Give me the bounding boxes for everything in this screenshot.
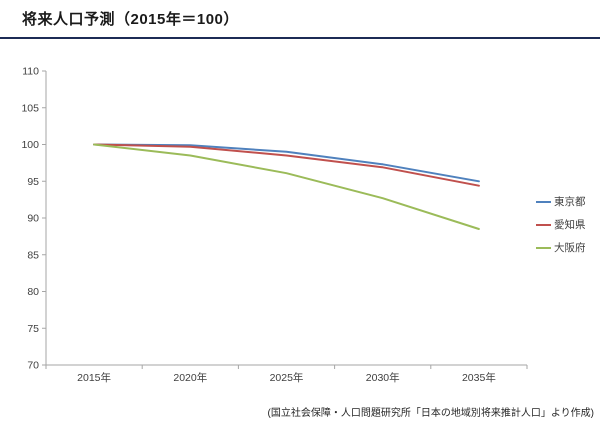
x-tick-label: 2015年: [77, 371, 111, 384]
y-tick-label: 70: [27, 360, 39, 372]
legend-line-swatch-osaka: [536, 246, 551, 249]
page-title: 将来人口予測（2015年＝100）: [22, 11, 239, 28]
legend-item-osaka: 大阪府: [536, 236, 586, 259]
y-tick-label: 75: [27, 323, 39, 335]
y-axis: 70 75 80 85 90 95 100 105 110: [21, 66, 47, 372]
legend-label-tokyo: 東京都: [554, 196, 586, 208]
y-tick-label: 110: [22, 66, 39, 78]
series-line-aichi: [93, 143, 480, 187]
chart-legend: 東京都 愛知県 大阪府: [536, 190, 586, 259]
y-tick-label: 85: [27, 249, 39, 261]
source-note: (国立社会保障・人口問題研究所「日本の地域別将来推計人口」より作成): [267, 408, 594, 419]
legend-label-osaka: 大阪府: [554, 242, 586, 254]
legend-label-aichi: 愛知県: [554, 219, 586, 231]
y-tick-label: 100: [21, 139, 39, 151]
legend-item-aichi: 愛知県: [536, 213, 586, 236]
y-tick-label: 95: [27, 176, 39, 188]
legend-line-swatch-tokyo: [536, 200, 551, 203]
legend-line-swatch-aichi: [536, 223, 551, 226]
y-tick-label: 105: [21, 102, 39, 114]
x-tick-label: 2030年: [366, 371, 400, 384]
title-underline: [0, 37, 600, 39]
series-line-tokyo: [93, 143, 480, 183]
y-tick-label: 90: [27, 213, 39, 225]
y-tick-label: 80: [27, 286, 39, 298]
x-tick-label: 2025年: [270, 371, 304, 384]
x-tick-label: 2035年: [462, 371, 496, 384]
x-axis: 2015年 2020年 2025年 2030年 2035年: [45, 364, 528, 384]
legend-item-tokyo: 東京都: [536, 190, 586, 213]
series-line-osaka: [93, 143, 480, 230]
x-tick-label: 2020年: [173, 371, 207, 384]
